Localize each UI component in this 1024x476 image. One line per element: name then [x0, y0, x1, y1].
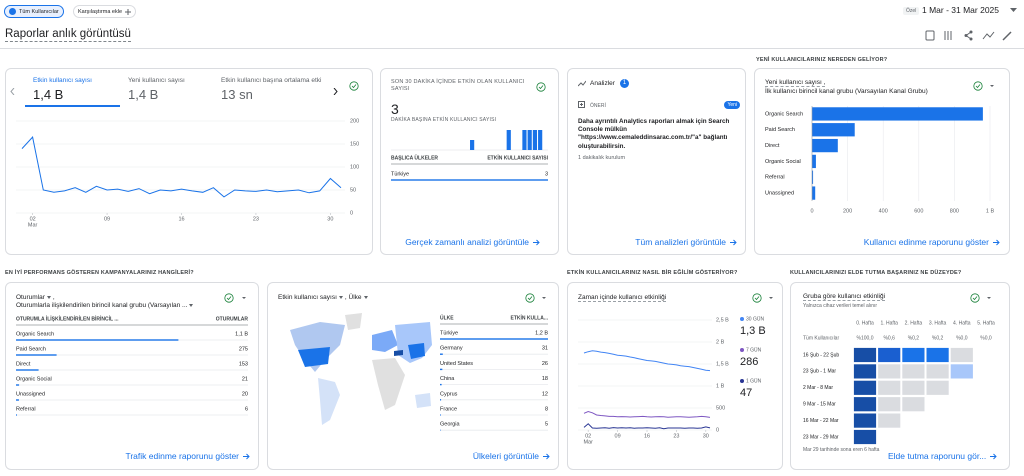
retention-footer: Mar 29 tarihinde sona eren 6 hafta: [803, 447, 880, 453]
date-label: Özel: [903, 7, 920, 15]
active-tab[interactable]: [25, 72, 120, 107]
section-title: EN İYİ PERFORMANS GÖSTEREN KAMPANYALARIN…: [5, 270, 194, 276]
link-text: Elde tutma raporunu gör...: [888, 451, 987, 461]
divider: [0, 48, 1024, 49]
link-text: Gerçek zamanlı analizi görüntüle: [405, 237, 529, 247]
metric-selector[interactable]: Oturumlar,: [16, 294, 55, 301]
link-arrow: [533, 239, 540, 245]
link-arrow: [543, 453, 550, 459]
retention-title: Gruba göre kullanıcı etkinliği: [803, 293, 886, 301]
metric-value: 1,4 B: [128, 87, 159, 102]
metric-label[interactable]: Yeni kullanıcı sayısı: [128, 77, 185, 84]
page-title: Raporlar anlık görüntüsü: [5, 28, 131, 42]
realtime-value: 3: [391, 101, 399, 117]
campaigns-link[interactable]: Trafik edinme raporunu göster: [125, 451, 250, 461]
link-text: Tüm analizleri görüntüle: [635, 237, 726, 247]
realtime-card: [380, 68, 559, 255]
caret: [46, 295, 51, 299]
new-badge: Yeni: [724, 101, 740, 109]
insights-link[interactable]: Tüm analizleri görüntüle: [635, 237, 737, 247]
date-caret[interactable]: [1010, 8, 1017, 13]
campaigns-card: [5, 282, 259, 470]
realtime-title: SON 30 DAKİKA İÇİNDE ETKİN OLAN KULLANIC…: [391, 79, 525, 93]
next-arrow[interactable]: [333, 88, 338, 95]
caret: [363, 295, 368, 299]
toolbar-icons[interactable]: [925, 30, 1013, 42]
link-text: Kullanıcı edinme raporunu göster: [863, 237, 989, 247]
caret: [189, 303, 194, 307]
link-arrow: [243, 453, 250, 459]
acquisition-card: [754, 68, 1010, 255]
segment-icon: [9, 8, 16, 15]
metric: Oturumlar: [16, 294, 45, 301]
segment-chip[interactable]: Tüm Kullanıcılar: [4, 5, 64, 18]
link-text: Ülkeleri görüntüle: [472, 451, 539, 461]
trend-title: Zaman içinde kullanıcı etkinliği: [578, 294, 667, 302]
metric: Etkin kullanıcı sayısı: [278, 294, 337, 301]
separator: ,: [52, 294, 55, 301]
link-arrow: [993, 239, 1000, 245]
insights-tag: ÖNERİ: [590, 103, 606, 109]
dimension-selector[interactable]: Oturumlarla ilişkilendirilen birincil ka…: [16, 302, 195, 309]
metric-value: 13 sn: [221, 87, 253, 102]
metric-label[interactable]: Etkin kullanıcı başına ortalama etki: [221, 77, 322, 84]
section-title: YENİ KULLANICILARINIZ NEREDEN GELİYOR?: [756, 57, 888, 63]
compare-chip[interactable]: Karşılaştırma ekle: [73, 5, 137, 18]
acquisition-link[interactable]: Kullanıcı edinme raporunu göster: [864, 237, 1000, 247]
insights-note: 1 dakikalık kurulum: [578, 155, 626, 161]
realtime-subtitle: DAKİKA BAŞINA ETKİN KULLANICI SAYISI: [391, 117, 497, 123]
insights-text: Daha ayrıntılı Analytics raporları almak…: [578, 118, 730, 150]
compare-label: Karşılaştırma ekle: [78, 8, 123, 15]
countries-link[interactable]: Ülkeleri görüntüle: [473, 451, 550, 461]
link-arrow: [990, 453, 997, 459]
section-title: ETKİN KULLANICILARINIZ NASIL BİR EĞİLİM …: [567, 270, 738, 276]
caret: [338, 295, 343, 299]
metric-value: 1,4 B: [33, 87, 64, 102]
tip-icon: [578, 101, 585, 108]
insights-count: 1: [620, 79, 629, 88]
section-title: KULLANICILARINIZI ELDE TUTMA BAŞARINIZ N…: [790, 270, 962, 276]
link-text: Trafik edinme raporunu göster: [125, 451, 239, 461]
separator: ,: [344, 294, 347, 301]
insights-card: [567, 68, 746, 255]
retention-subtitle: Yalnızca cihaz verileri temel alınır: [803, 303, 878, 309]
prev-arrow[interactable]: [10, 88, 15, 95]
plus-icon: [125, 8, 132, 15]
metric-selector[interactable]: Yeni kullanıcı sayısı ,: [765, 79, 826, 87]
retention-card: [790, 282, 1010, 470]
insights-title: Analizler: [590, 80, 615, 87]
dimension-selector[interactable]: İlk kullanıcı birincil kanal grubu (Vars…: [765, 88, 928, 95]
realtime-link[interactable]: Gerçek zamanlı analizi görüntüle: [405, 237, 540, 247]
link-arrow: [730, 239, 737, 245]
countries-card: [267, 282, 559, 470]
metric-label: Etkin kullanıcı sayısı: [33, 77, 92, 84]
segment-label: Tüm Kullanıcılar: [19, 8, 59, 15]
metric-selector[interactable]: Etkin kullanıcı sayısı, Ülke: [278, 294, 370, 301]
date-range[interactable]: 1 Mar - 31 Mar 2025: [922, 5, 1000, 15]
dimension: Oturumlarla ilişkilendirilen birincil ka…: [16, 302, 188, 309]
dimension: Ülke: [348, 294, 362, 301]
retention-link[interactable]: Elde tutma raporunu gör...: [888, 451, 997, 461]
insights-icon: [578, 80, 586, 87]
trend-card: [567, 282, 783, 470]
